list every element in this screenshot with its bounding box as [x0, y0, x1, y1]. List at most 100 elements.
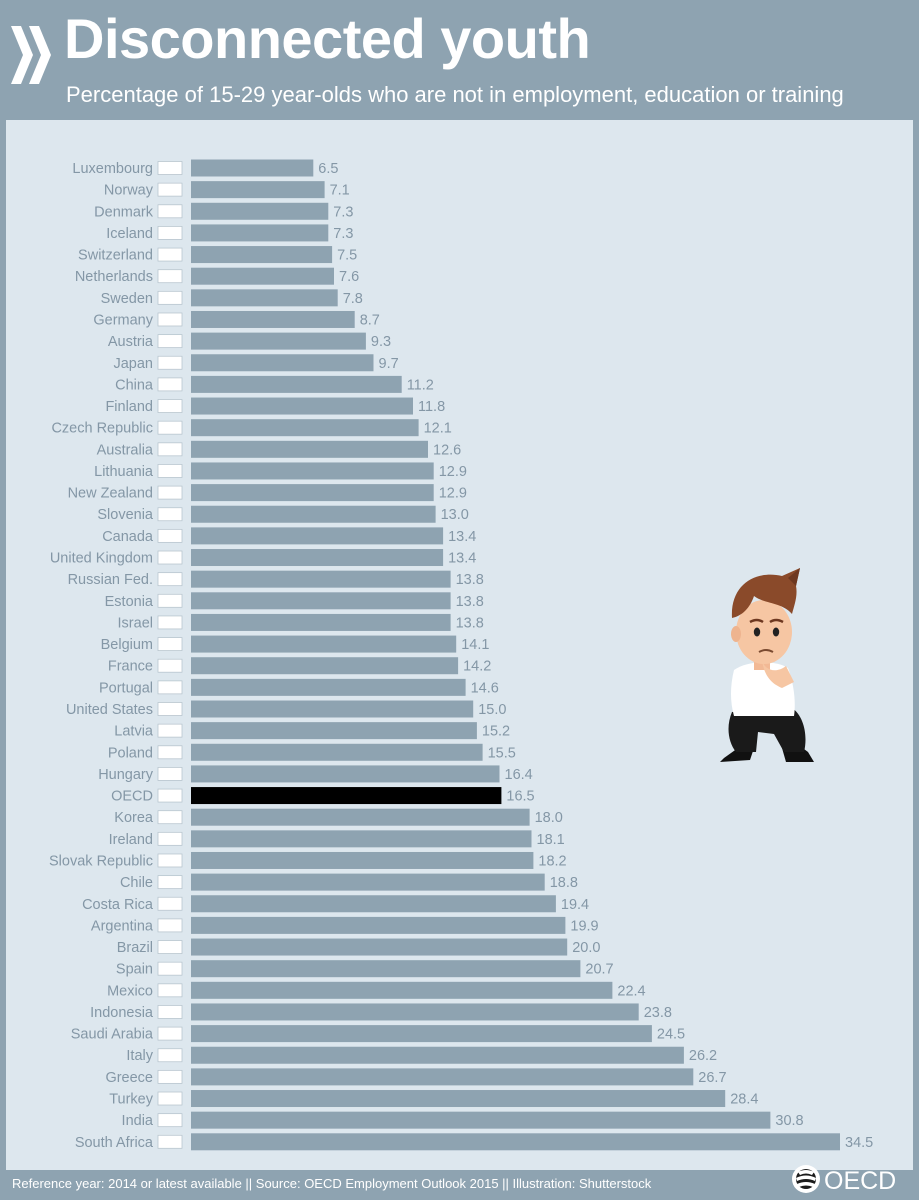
bar — [191, 375, 402, 393]
value-label: 16.4 — [505, 767, 533, 783]
category-label: Latvia — [114, 724, 154, 740]
bar — [191, 332, 366, 350]
category-label: New Zealand — [68, 486, 153, 502]
flag-icon — [157, 658, 183, 673]
category-label: Ireland — [109, 832, 153, 848]
bar — [191, 505, 436, 523]
category-label: Saudi Arabia — [71, 1027, 154, 1043]
category-label: OECD — [111, 789, 153, 805]
category-label: United Kingdom — [50, 551, 153, 567]
value-label: 14.2 — [463, 659, 491, 675]
category-label: Luxembourg — [72, 161, 153, 177]
oecd-logo: OECD — [792, 1165, 896, 1195]
flag-icon — [157, 550, 183, 565]
category-label: Slovak Republic — [49, 853, 153, 869]
bar — [191, 678, 466, 696]
category-label: Chile — [120, 875, 153, 891]
flag-icon — [157, 680, 183, 695]
category-label: Czech Republic — [51, 421, 153, 437]
value-label: 16.5 — [506, 789, 534, 805]
bar — [191, 1133, 840, 1151]
value-label: 7.1 — [330, 183, 350, 199]
value-label: 34.5 — [845, 1135, 873, 1151]
value-label: 7.3 — [333, 204, 353, 220]
flag-icon — [157, 161, 183, 175]
bar — [191, 743, 483, 761]
bar — [191, 1046, 684, 1064]
bar — [191, 981, 613, 999]
flag-icon — [157, 334, 183, 349]
flag-icon — [157, 204, 183, 219]
bar — [191, 484, 434, 502]
flag-icon — [157, 983, 183, 998]
bar — [191, 787, 502, 805]
category-label: Slovenia — [97, 507, 154, 523]
bar — [191, 916, 566, 934]
category-label: Lithuania — [94, 464, 154, 480]
category-label: Mexico — [107, 983, 153, 999]
flag-icon — [157, 637, 183, 651]
value-label: 28.4 — [730, 1092, 758, 1108]
flag-icon — [157, 1134, 183, 1149]
bar — [191, 851, 534, 869]
bar — [191, 1090, 726, 1108]
category-label: Italy — [126, 1048, 153, 1064]
value-label: 22.4 — [617, 983, 645, 999]
bar — [191, 765, 500, 783]
category-label: Indonesia — [90, 1005, 154, 1021]
category-label: Denmark — [94, 204, 154, 220]
category-label: France — [108, 659, 153, 675]
value-label: 13.4 — [448, 551, 476, 567]
bar — [191, 1025, 652, 1043]
bar — [191, 246, 333, 264]
flag-icon — [157, 442, 183, 457]
value-label: 13.8 — [456, 594, 484, 610]
category-label: United States — [66, 702, 153, 718]
flag-icon — [157, 940, 183, 954]
flag-icon — [157, 377, 183, 392]
value-label: 14.6 — [471, 680, 499, 696]
header: Disconnected youth Percentage of 15-29 y… — [0, 0, 919, 118]
value-label: 7.3 — [333, 226, 353, 242]
flag-icon — [157, 420, 183, 435]
bar — [191, 808, 530, 826]
value-label: 13.8 — [456, 615, 484, 631]
flag-icon — [157, 961, 183, 976]
category-label: India — [122, 1113, 154, 1129]
flag-icon — [157, 312, 183, 327]
bar — [191, 657, 459, 675]
bar — [191, 960, 581, 978]
value-label: 7.8 — [343, 291, 363, 307]
value-label: 15.0 — [478, 702, 506, 718]
value-label: 15.5 — [488, 745, 516, 761]
bar — [191, 181, 325, 199]
bar — [191, 310, 355, 328]
bar — [191, 549, 444, 567]
category-label: Iceland — [106, 226, 153, 242]
bar — [191, 830, 532, 848]
bar — [191, 354, 374, 372]
value-label: 11.2 — [407, 377, 434, 393]
flag-icon — [157, 853, 183, 868]
value-label: 12.1 — [424, 421, 452, 437]
value-label: 20.7 — [585, 962, 613, 978]
value-label: 20.0 — [572, 940, 600, 956]
bar — [191, 635, 457, 653]
category-label: Argentina — [91, 918, 154, 934]
flag-icon — [157, 875, 183, 890]
value-label: 15.2 — [482, 724, 510, 740]
flag-icon — [157, 1005, 183, 1019]
value-label: 12.9 — [439, 464, 467, 480]
category-label: Sweden — [101, 291, 153, 307]
flag-icon — [157, 269, 183, 284]
flag-icon — [157, 1048, 183, 1063]
flag-icon — [157, 485, 183, 500]
chart-panel: Luxembourg 6.5 Norway 7.1 Denmark 7.3 Iceland 7… — [6, 120, 913, 1170]
oecd-globe-icon — [792, 1165, 820, 1193]
flag-icon — [157, 593, 183, 608]
category-label: Austria — [108, 334, 154, 350]
category-label: Russian Fed. — [68, 572, 153, 588]
value-label: 8.7 — [360, 312, 380, 328]
flag-icon — [157, 1026, 183, 1041]
category-label: Australia — [97, 442, 154, 458]
